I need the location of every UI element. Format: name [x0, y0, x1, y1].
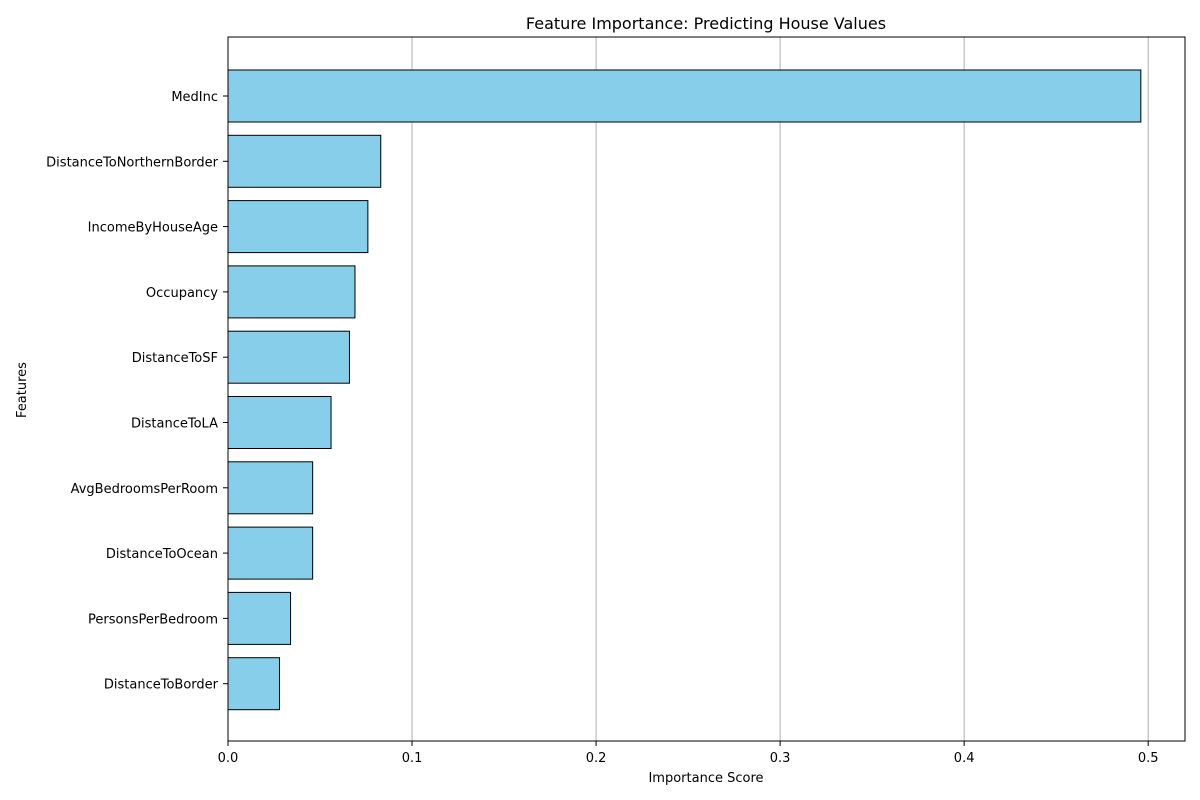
y-tick-label: PersonsPerBedroom — [88, 612, 218, 627]
y-tick-label: Occupancy — [146, 286, 218, 301]
y-ticks: MedInc DistanceToNorthernBorder IncomeByHo… — [46, 90, 228, 693]
bar-distancetosf — [227, 330, 350, 384]
bar-distancetoocean — [227, 526, 314, 580]
bar-medinc — [227, 69, 1142, 123]
bar-distancetoborder — [227, 657, 281, 711]
x-tick-label: 0.3 — [770, 751, 791, 766]
y-axis-label: Features — [15, 362, 30, 418]
bar-distancetola — [227, 396, 332, 449]
chart-title: Feature Importance: Predicting House Val… — [526, 14, 886, 33]
bar-distancetonorthernborder — [227, 134, 382, 188]
bar-occupancy — [227, 265, 356, 319]
bars-layer — [227, 69, 1142, 711]
y-tick-label: DistanceToBorder — [104, 678, 219, 693]
x-axis-label: Importance Score — [648, 771, 763, 786]
x-tick-label: 0.2 — [586, 751, 607, 766]
y-tick-label: AvgBedroomsPerRoom — [71, 482, 218, 497]
bar-personsperbedroom — [227, 591, 292, 645]
bar-avgbedroomsperroom — [227, 461, 314, 515]
plot-frame — [227, 36, 1186, 742]
y-tick-label: IncomeByHouseAge — [88, 221, 218, 236]
y-tick-label: MedInc — [171, 90, 218, 105]
y-tick-label: DistanceToOcean — [106, 547, 218, 562]
y-tick-label: DistanceToLA — [131, 417, 218, 432]
y-tick-label: DistanceToNorthernBorder — [46, 155, 218, 170]
x-tick-label: 0.1 — [402, 751, 423, 766]
x-tick-label: 0.5 — [1138, 751, 1159, 766]
x-tick-label: 0.4 — [954, 751, 975, 766]
bar-incomebyhouseage — [227, 200, 369, 254]
x-tick-label: 0.0 — [218, 751, 239, 766]
grid-layer — [411, 37, 1149, 741]
y-tick-label: DistanceToSF — [132, 351, 218, 366]
x-ticks: 0.0 0.1 0.2 0.3 0.4 0.5 — [218, 741, 1159, 766]
